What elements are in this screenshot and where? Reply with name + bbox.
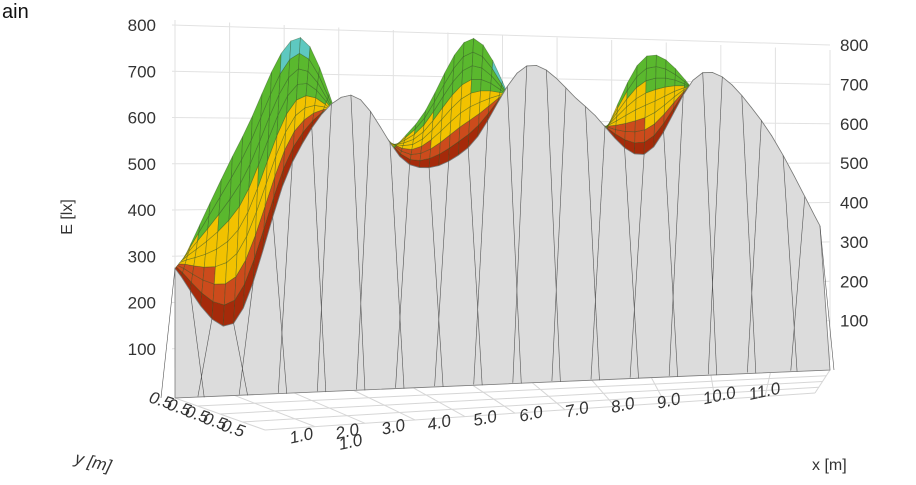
curtain-line [395,164,410,388]
z-tick-label: 800 [128,16,156,35]
surface-cell [646,54,657,69]
z-tick-label: 200 [128,294,156,313]
curtain-line [546,70,561,382]
y-tick-label: 0.5 [219,416,248,442]
curtain-line [585,106,600,381]
z-tick-label: 400 [128,201,156,220]
curtain-line [663,131,678,377]
curtain-line [747,120,762,373]
curtain-line [782,155,798,372]
curtain-line [434,161,449,387]
z-axis-title: E [lx] [59,199,76,235]
floor-line [219,381,823,415]
curtain-line [189,290,205,398]
curtain-line [624,147,639,379]
x-axis: 1.0 2.0 3.0 4.0 5.0 6.0 7.0 8.0 9.0 10.0 11.0 [288,379,783,448]
z-tick-label: 100 [128,340,156,359]
curtain-line [790,196,806,371]
x-tick-label: 3.0 [380,415,408,439]
curtain-line [350,95,366,391]
curtain-line [629,154,645,378]
z-tick-label: 600 [840,115,868,134]
front-curtain [174,65,831,399]
curtain-line [702,72,718,376]
surface-cell [212,283,226,306]
curtain-line [512,65,528,383]
z-tick-label: 800 [840,36,868,55]
curtain-line [473,120,489,385]
floor-line [264,392,816,431]
curtain-line [590,126,606,380]
curtain-line [272,217,288,394]
z-tick-label: 500 [840,154,868,173]
curtain-line [506,86,522,384]
z-tick-label: 200 [840,272,868,291]
curtain-line [389,142,405,389]
surface-cell [655,54,667,70]
curtain-line [467,147,483,386]
z-axis-right: 100 200 300 400 500 600 700 800 [840,36,868,331]
x-tick-label: 11.0 [747,379,783,404]
z-tick-label: 400 [840,194,868,213]
z-tick-label: 700 [840,75,868,94]
x-axis-title: x [m] [812,457,847,474]
z-tick-label: 600 [128,109,156,128]
x-tick-label: 4.0 [426,411,454,435]
curtain-line [238,282,254,395]
curtain-line [317,103,332,392]
x-tick-label: 8.0 [609,393,637,417]
floor-line [197,375,827,407]
curtain-line [668,95,684,376]
surface-cell [633,141,645,155]
x-tick-label: 5.0 [471,406,499,430]
z-tick-label: 500 [128,155,156,174]
grid-line [171,24,831,46]
curtain-line [311,128,327,393]
z-tick-label: 100 [840,312,868,331]
curtain-line [356,111,371,390]
z-axis-left: 100 200 300 400 500 600 700 800 [128,16,156,359]
curtain-line [707,76,723,375]
curtain-line [197,319,213,397]
x-tick-label: 7.0 [563,398,591,422]
curtain-line [277,162,293,393]
curtain-line [819,225,835,371]
curtain-line [428,167,444,387]
x-tick-label: 10.0 [701,383,738,409]
z-tick-label: 700 [128,62,156,81]
surface-cell [645,66,657,82]
x-tick-label: 1.0 [288,424,316,448]
z-tick-label: 300 [840,233,868,252]
curtain-line [233,323,248,396]
curtain-line [160,268,176,399]
corner-text: ain [2,1,29,23]
surface-mesh [160,36,835,399]
x-tick-label: 2.0 [333,420,362,444]
y-tick-label: 1.0 [337,430,365,454]
curtain-line [551,87,567,382]
y-axis-title: y [m] [72,448,115,476]
x-tick-label: 9.0 [655,389,683,413]
x-tick-label: 6.0 [517,402,545,426]
surface-cell [470,79,482,94]
curtain-line [741,95,757,374]
floor-line [242,386,819,423]
z-tick-label: 300 [128,247,156,266]
